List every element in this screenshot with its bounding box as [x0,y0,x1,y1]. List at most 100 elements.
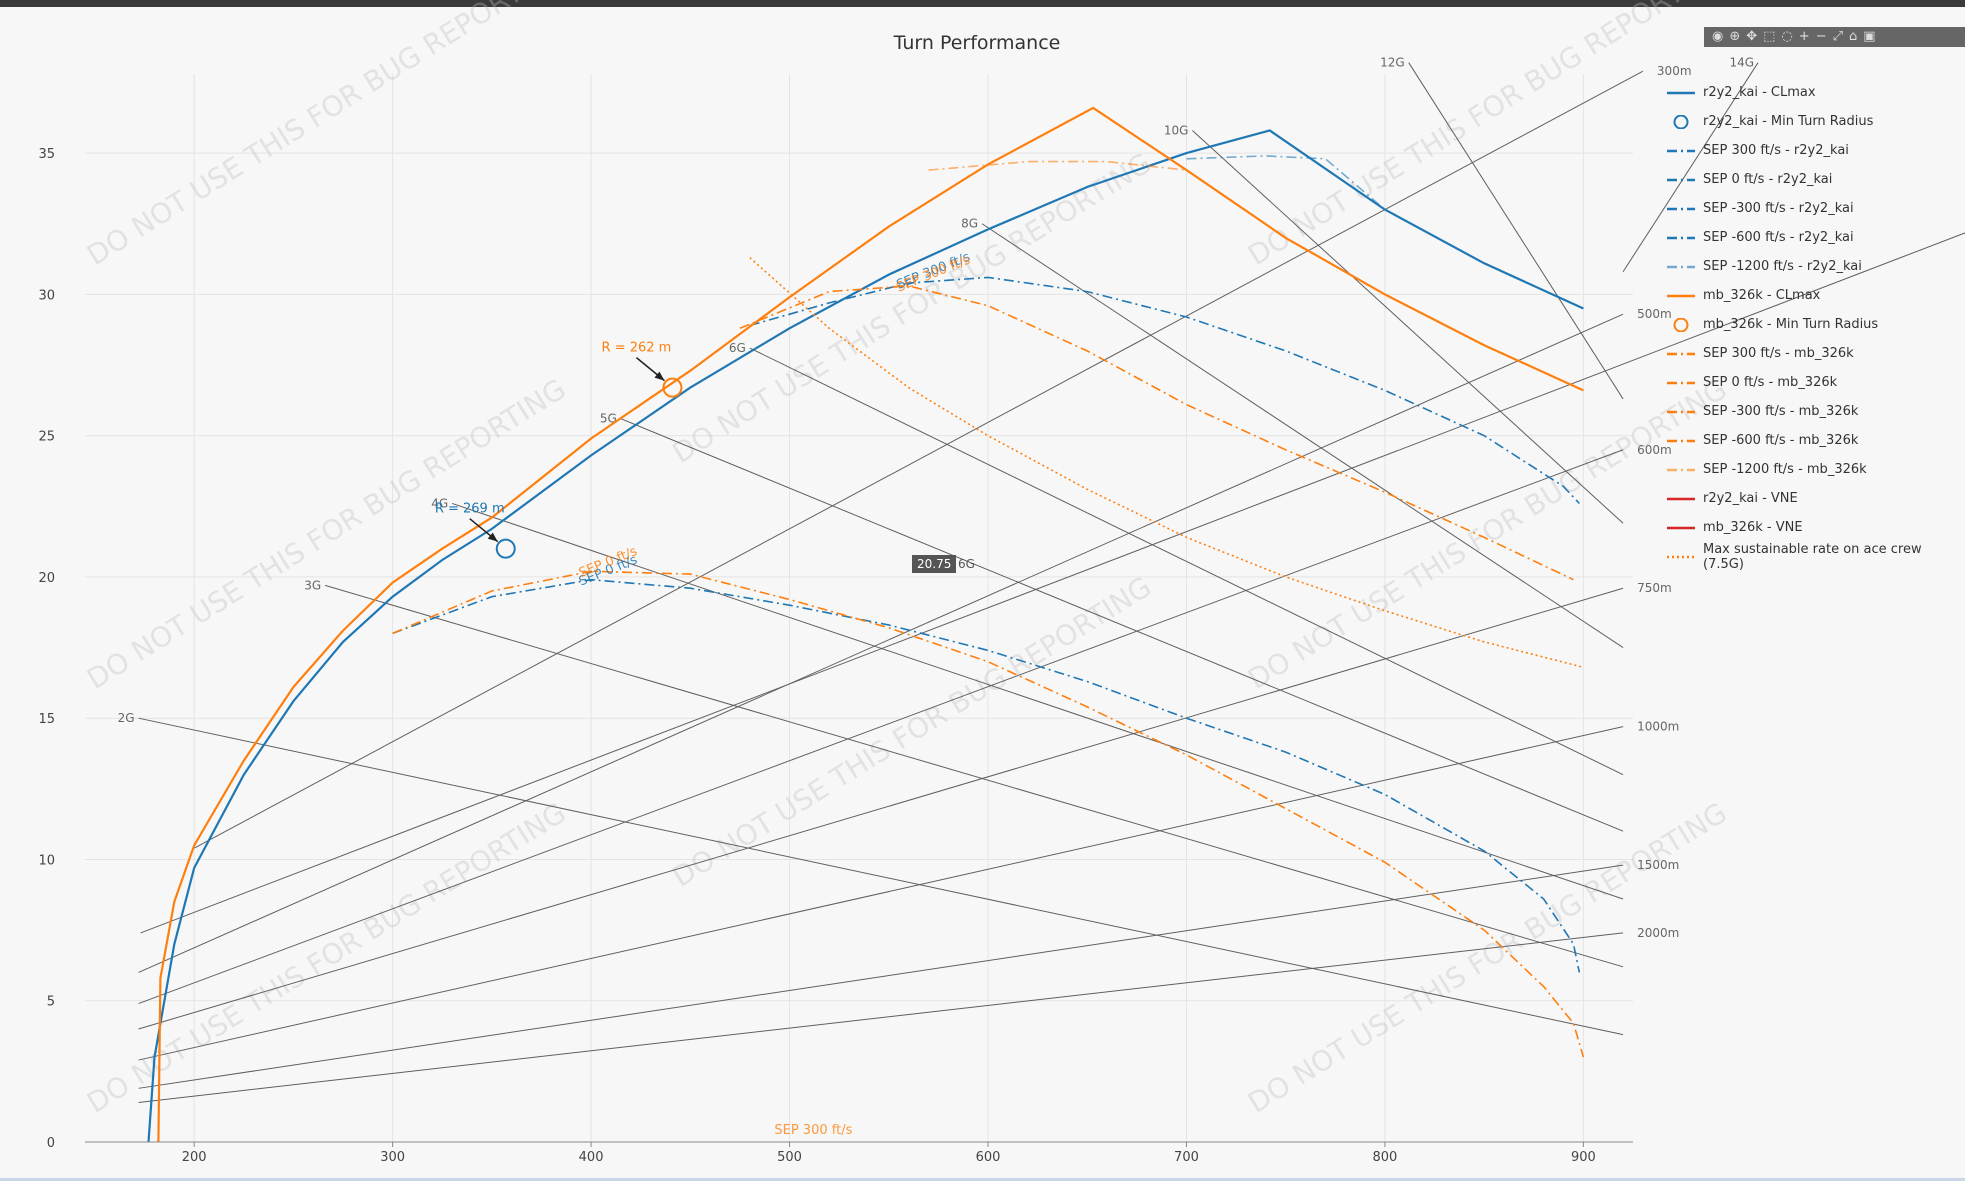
legend-item-r2y2-kai-min-turn-radius[interactable]: r2y2_kai - Min Turn Radius [1665,107,1965,136]
legend-swatch [1667,410,1695,413]
legend-item-sep-300-ft-s-r2y2-kai[interactable]: SEP 300 ft/s - r2y2_kai [1665,136,1965,165]
legend-label: SEP 300 ft/s - r2y2_kai [1703,143,1849,158]
series-layer[interactable] [147,106,1585,1143]
radius-line-750m [138,587,1624,1030]
x-tick-label: 400 [579,1150,604,1165]
legend-item-sep-300-ft-s-mb-326k[interactable]: SEP -300 ft/s - mb_326k [1665,397,1965,426]
min-radius-annotation: R = 269 m [435,502,505,517]
camera-icon[interactable]: ◉ [1712,29,1724,44]
series-max-sustainable-rate-on-ace-crew-7-5g [749,257,1584,669]
legend-swatch [1667,149,1695,152]
hover-value-badge: 20.75 [912,555,957,573]
radius-line-400m [140,232,1965,934]
min-radius-arrowhead [487,532,498,542]
legend-label: SEP -1200 ft/s - mb_326k [1703,462,1867,477]
radius-line-300m [193,70,1644,849]
legend-item-sep-1200-ft-s-r2y2-kai[interactable]: SEP -1200 ft/s - r2y2_kai [1665,252,1965,281]
g-load-label-4g: 4G [431,496,448,510]
legend-swatch [1667,294,1695,297]
series-mb-326k-min-turn-radius-marker [662,377,683,398]
reset-axes-icon[interactable]: ⌂ [1849,29,1858,44]
plotly-logo-icon[interactable]: ▣ [1863,29,1876,44]
legend-label: mb_326k - CLmax [1703,288,1821,303]
legend-swatch [1667,178,1695,181]
g-load-line-8g [981,223,1624,648]
legend-label: r2y2_kai - CLmax [1703,85,1816,100]
reference-lines-layer: 2G3G4G5G6G8G10G12G14G300m400m500m600m750… [118,56,1965,1103]
zoom-icon[interactable]: ⊕ [1729,29,1741,44]
series-sep-1200-ft-s-mb-326k [928,160,1187,171]
g-load-label-10g: 10G [1164,124,1189,138]
radius-label-1500m: 1500m [1637,858,1679,872]
legend-label: SEP -300 ft/s - r2y2_kai [1703,201,1854,216]
box-select-icon[interactable]: ⬚ [1763,29,1776,44]
zoom-in-icon[interactable]: + [1798,29,1810,44]
chart-title: Turn Performance [893,32,1061,54]
min-radius-arrowhead [654,371,665,381]
legend-swatch [1667,497,1695,500]
min-radius-annotation: R = 262 m [602,341,672,356]
legend-item-r2y2-kai-vne[interactable]: r2y2_kai - VNE [1665,484,1965,513]
legend-item-sep-300-ft-s-mb-326k[interactable]: SEP 300 ft/s - mb_326k [1665,339,1965,368]
legend-swatch [1667,236,1695,239]
radius-line-500m [138,313,1624,973]
g-load-label-12g: 12G [1380,56,1405,70]
legend-label: r2y2_kai - Min Turn Radius [1703,114,1874,129]
legend-item-sep-300-ft-s-r2y2-kai[interactable]: SEP -300 ft/s - r2y2_kai [1665,194,1965,223]
window-bottom-strip [0,1178,1965,1181]
series-sep-300-ft-s-mb-326k [739,285,1574,581]
g-load-label-5g: 5G [600,412,617,426]
g-load-line-4g [451,502,1624,900]
x-tick-label: 900 [1571,1150,1596,1165]
series-sep-0-ft-s-r2y2-kai [392,578,1581,973]
legend-item-mb-326k-vne[interactable]: mb_326k - VNE [1665,513,1965,542]
chart-legend[interactable]: r2y2_kai - CLmax r2y2_kai - Min Turn Radi… [1665,78,1965,572]
legend-item-sep-600-ft-s-r2y2-kai[interactable]: SEP -600 ft/s - r2y2_kai [1665,223,1965,252]
legend-label: Max sustainable rate on ace crew (7.5G) [1703,541,1922,572]
legend-label: SEP -600 ft/s - mb_326k [1703,433,1859,448]
legend-swatch [1667,468,1695,471]
legend-item-sep-600-ft-s-mb-326k[interactable]: SEP -600 ft/s - mb_326k [1665,426,1965,455]
x-tick-label: 200 [182,1150,207,1165]
legend-label: SEP 0 ft/s - r2y2_kai [1703,172,1833,187]
legend-item-r2y2-kai-clmax[interactable]: r2y2_kai - CLmax [1665,78,1965,107]
radius-line-1000m [138,726,1624,1061]
legend-item-mb-326k-min-turn-radius[interactable]: mb_326k - Min Turn Radius [1665,310,1965,339]
g-load-line-2g [138,717,1624,1036]
axis-layer: 200 300 400 500 600 700 800 900 0 5 10 15 20 25 30 35 [38,147,1633,1165]
legend-item-sep-0-ft-s-r2y2-kai[interactable]: SEP 0 ft/s - r2y2_kai [1665,165,1965,194]
radius-label-1000m: 1000m [1637,720,1679,734]
lasso-icon[interactable]: ◌ [1781,29,1793,44]
autoscale-icon[interactable]: ⤢ [1832,29,1844,44]
overlapping-sep-labels: SEP 300 ft/s [774,1123,852,1138]
series-mb-326k-clmax [157,106,1584,1143]
radius-label-600m: 600m [1637,443,1672,457]
legend-item-mb-326k-clmax[interactable]: mb_326k - CLmax [1665,281,1965,310]
series-r2y2-kai-clmax [147,129,1584,1143]
y-tick-label: 30 [38,288,55,303]
g-load-label-8g: 8G [961,217,978,231]
legend-item-max-sustainable-rate-on-ace-crew-7-5g[interactable]: Max sustainable rate on ace crew (7.5G) [1665,541,1965,572]
g-load-label-3g: 3G [304,578,321,592]
legend-swatch [1667,265,1695,268]
legend-swatch [1667,555,1695,558]
legend-swatch [1667,381,1695,384]
pan-icon[interactable]: ✥ [1746,29,1758,44]
legend-item-sep-1200-ft-s-mb-326k[interactable]: SEP -1200 ft/s - mb_326k [1665,455,1965,484]
legend-swatch [1667,526,1695,529]
g-load-line-6g [749,347,1624,776]
legend-item-sep-0-ft-s-mb-326k[interactable]: SEP 0 ft/s - mb_326k [1665,368,1965,397]
legend-swatch [1673,317,1689,332]
legend-label: SEP -1200 ft/s - r2y2_kai [1703,259,1862,274]
series-sep-300-ft-s-r2y2-kai [749,276,1580,505]
g-load-line-5g [620,418,1624,832]
plot-modebar[interactable]: ◉ ⊕ ✥ ⬚ ◌ + − ⤢ ⌂ ▣ [1704,27,1965,47]
g-load-label-14g: 14G [1729,56,1754,70]
zoom-out-icon[interactable]: − [1815,29,1827,44]
series-sep-0-ft-s-mb-326k [392,570,1585,1058]
grid-layer [85,74,1633,1143]
g-load-line-14g [1622,62,1759,273]
radius-label-300m: 300m [1657,64,1692,78]
radius-line-2000m [138,932,1624,1103]
